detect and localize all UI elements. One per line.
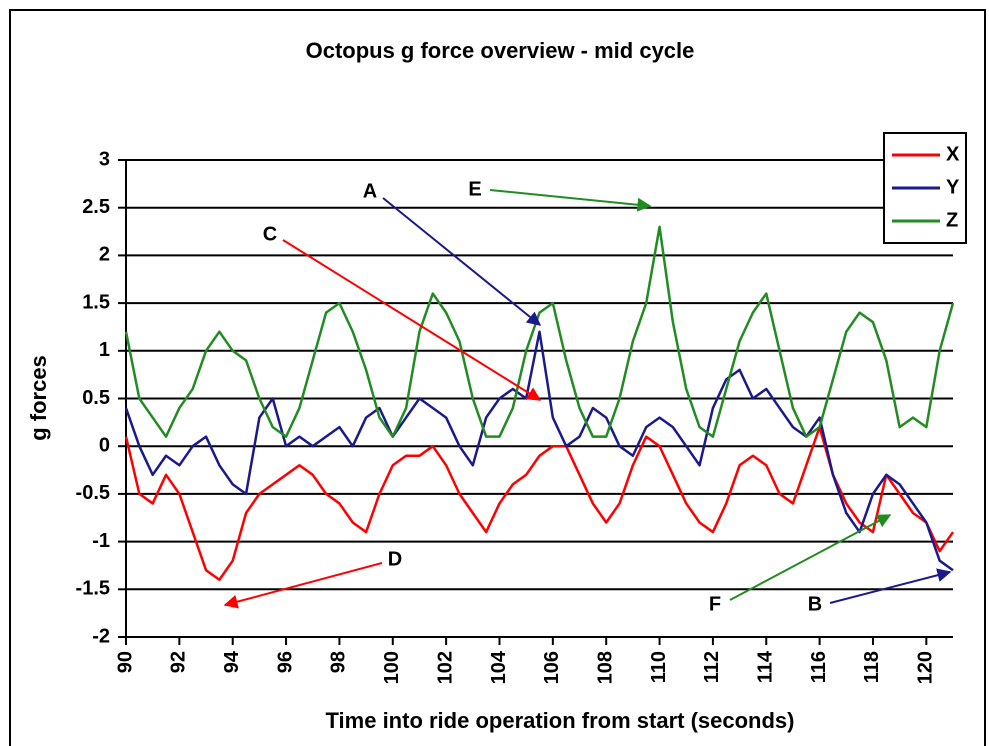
y-tick-label: -0.5 [76,482,110,504]
legend-label: X [946,143,960,165]
x-tick-label: 118 [861,651,883,683]
annotation-label: F [709,593,721,615]
chart-title: Octopus g force overview - mid cycle [306,38,695,63]
x-tick-label: 98 [328,651,350,673]
x-tick-label: 102 [434,651,456,684]
x-tick-label: 90 [114,651,136,673]
x-axis-label: Time into ride operation from start (sec… [326,708,795,733]
annotation-arrow [223,562,383,609]
annotation-label: C [263,223,277,245]
series-line [124,425,955,582]
annotation-arrow [829,568,952,604]
x-tick-label: 108 [594,651,616,684]
annotation-label: A [363,180,377,202]
x-tick-label: 106 [541,651,563,684]
x-tick-label: 114 [755,650,777,683]
legend-label: Y [946,176,960,198]
legend-label: Z [946,209,958,231]
annotation-arrow [729,514,892,601]
y-tick-label: -1 [92,530,110,552]
x-tick-label: 94 [221,650,243,673]
series-line [124,330,954,572]
x-tick-label: 110 [648,651,670,683]
annotation-arrow [282,239,542,401]
annotation-arrow [489,189,652,212]
annotation-label: B [808,593,822,615]
x-tick-label: 100 [381,651,403,684]
frame [9,9,986,746]
x-tick-label: 116 [808,651,830,683]
y-tick-label: -2 [92,625,110,647]
y-tick-label: -1.5 [76,578,110,600]
y-tick-label: 1.5 [82,291,110,313]
y-axis-label: g forces [26,355,51,441]
annotation-label: E [468,178,481,200]
y-tick-label: 0.5 [82,387,110,409]
x-tick-label: 92 [168,651,190,673]
y-tick-label: 2 [99,244,110,266]
x-tick-label: 120 [915,651,937,684]
annotation-label: D [388,548,402,570]
x-tick-label: 104 [488,650,510,684]
y-tick-label: 2.5 [82,196,110,218]
annotation-arrow [382,197,542,326]
y-tick-label: 1 [99,339,110,361]
x-tick-label: 112 [701,651,723,683]
y-tick-label: 0 [99,434,110,456]
x-tick-label: 96 [274,651,296,673]
y-tick-label: 3 [99,148,110,170]
